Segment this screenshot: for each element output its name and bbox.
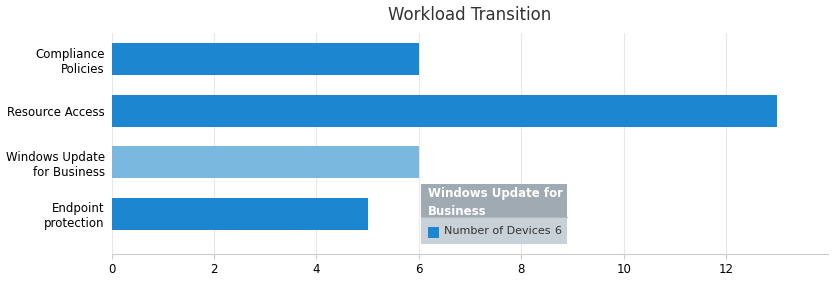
Text: Number of Devices: Number of Devices: [444, 226, 550, 235]
Text: 6: 6: [554, 226, 561, 235]
Bar: [428, 227, 439, 238]
Title: Workload Transition: Workload Transition: [389, 6, 551, 24]
Bar: [112, 146, 419, 178]
Bar: [112, 198, 368, 230]
Text: Windows Update for: Windows Update for: [428, 187, 563, 200]
Bar: [421, 184, 567, 217]
Text: Business: Business: [428, 205, 486, 218]
Bar: [112, 95, 777, 127]
Bar: [421, 217, 567, 244]
Bar: [112, 43, 419, 75]
